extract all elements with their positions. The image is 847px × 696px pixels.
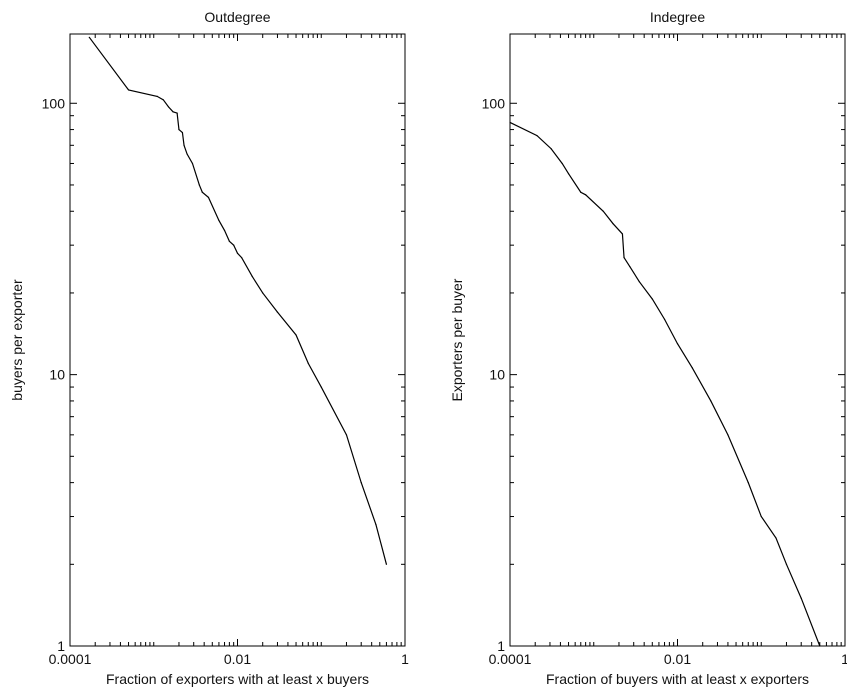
y-tick-label: 1 bbox=[57, 638, 65, 654]
data-point bbox=[819, 645, 821, 647]
data-point bbox=[585, 194, 587, 196]
data-point bbox=[183, 144, 185, 146]
y-axis-label: Exporters per buyer bbox=[449, 278, 465, 401]
data-point bbox=[676, 343, 679, 345]
chart-panel: 1 10 100 0.0001 0.01 1 Outdegree Fraction of ex… bbox=[9, 9, 409, 687]
chart-title: Indegree bbox=[650, 9, 705, 25]
data-point bbox=[167, 106, 170, 108]
data-point bbox=[360, 482, 362, 484]
chart-title: Outdegree bbox=[204, 9, 270, 25]
data-point bbox=[162, 99, 164, 101]
plot-frame bbox=[69, 33, 406, 647]
data-point bbox=[181, 131, 184, 134]
data-point bbox=[307, 362, 309, 365]
data-point bbox=[375, 524, 377, 526]
data-point bbox=[710, 400, 712, 402]
data-point bbox=[727, 434, 729, 436]
x-tick-label: 0.0001 bbox=[489, 651, 532, 667]
x-axis-label: Fraction of buyers with at least x expor… bbox=[546, 671, 809, 687]
data-point bbox=[509, 121, 511, 124]
chart-panel: 1 10 100 0.0001 0.01 1 Indegree Fraction of buy… bbox=[449, 9, 847, 687]
y-tick-label: 10 bbox=[49, 367, 65, 383]
data-point bbox=[623, 256, 625, 259]
y-axis-label: buyers per exporter bbox=[9, 279, 25, 401]
data-point bbox=[127, 89, 130, 91]
data-point bbox=[760, 515, 762, 518]
data-point bbox=[621, 233, 624, 235]
data-point bbox=[638, 281, 640, 283]
data-point bbox=[295, 334, 297, 336]
data-point bbox=[262, 292, 264, 294]
x-axis-label: Fraction of exporters with at least x bu… bbox=[106, 671, 369, 687]
y-tick-label: 100 bbox=[42, 95, 66, 111]
x-tick-label: 0.01 bbox=[664, 651, 691, 667]
data-point bbox=[233, 244, 235, 246]
data-point bbox=[602, 210, 604, 212]
data-point bbox=[651, 298, 653, 300]
data-point bbox=[251, 275, 253, 278]
data-point bbox=[580, 191, 582, 193]
data-point bbox=[172, 111, 174, 113]
data-point bbox=[236, 252, 239, 254]
data-point bbox=[178, 128, 180, 131]
data-point bbox=[663, 318, 666, 320]
x-tick-label: 1 bbox=[401, 651, 409, 667]
data-point bbox=[198, 184, 200, 186]
plot-frame bbox=[509, 33, 846, 647]
data-point bbox=[385, 563, 388, 565]
data-point bbox=[612, 223, 614, 225]
data-point bbox=[176, 112, 178, 114]
data-point bbox=[536, 135, 538, 137]
data-point bbox=[567, 173, 570, 175]
data-point bbox=[785, 563, 788, 565]
x-tick-label: 0.0001 bbox=[49, 651, 92, 667]
data-point bbox=[191, 162, 194, 165]
x-tick-label: 0.01 bbox=[224, 651, 251, 667]
data-point bbox=[218, 219, 220, 222]
data-point bbox=[228, 240, 230, 242]
series-line bbox=[88, 36, 388, 565]
data-point bbox=[550, 148, 552, 150]
data-point bbox=[223, 229, 226, 232]
data-point bbox=[629, 266, 631, 268]
data-point bbox=[207, 196, 210, 198]
data-point bbox=[276, 311, 279, 313]
y-tick-label: 1 bbox=[497, 638, 505, 654]
data-point bbox=[88, 36, 90, 38]
data-point bbox=[186, 153, 188, 155]
data-point bbox=[201, 191, 203, 193]
y-tick-label: 100 bbox=[482, 95, 506, 111]
data-point bbox=[320, 386, 322, 388]
data-point bbox=[345, 434, 348, 436]
data-point bbox=[241, 256, 243, 259]
data-point bbox=[747, 482, 749, 484]
data-point bbox=[691, 367, 693, 369]
data-point bbox=[561, 162, 563, 165]
series-line bbox=[509, 121, 821, 647]
y-tick-label: 10 bbox=[489, 367, 505, 383]
data-point bbox=[775, 537, 777, 539]
x-tick-label: 1 bbox=[841, 651, 847, 667]
data-point bbox=[156, 95, 158, 98]
data-point bbox=[800, 597, 802, 599]
